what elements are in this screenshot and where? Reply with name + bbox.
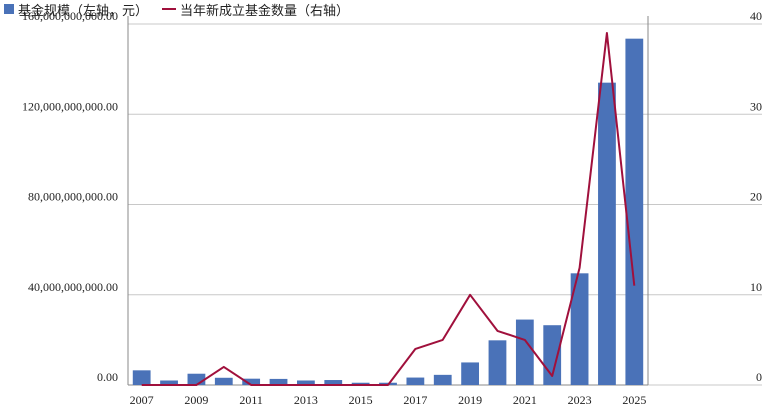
bar-2013 (297, 380, 315, 385)
y-left-tick-label-3: 120,000,000,000.00 (22, 99, 118, 113)
y-left-tick-label-1: 40,000,000,000.00 (28, 280, 118, 294)
bar-2011 (242, 378, 261, 385)
bar-2021 (515, 319, 534, 385)
y-right-tick-label-2: 20 (750, 190, 762, 204)
x-tick-label-2011: 2011 (239, 393, 263, 407)
bar-2017 (406, 377, 425, 385)
legend-item-line: 当年新成立基金数量（右轴） (162, 0, 349, 19)
y-left-tick-label-4: 160,000,000,000.00 (22, 9, 118, 23)
x-tick-label-2017: 2017 (403, 393, 427, 407)
legend-bar-swatch (4, 4, 14, 14)
bar-2018 (433, 374, 452, 385)
x-tick-label-2025: 2025 (622, 393, 646, 407)
x-tick-label-2009: 2009 (184, 393, 208, 407)
y-right-tick-label-1: 10 (750, 280, 762, 294)
bar-2009 (187, 373, 206, 385)
bar-2008 (160, 380, 178, 385)
x-tick-label-2021: 2021 (513, 393, 537, 407)
legend-item-bar: 基金规模（左轴，元） (4, 0, 148, 19)
chart-legend: 基金规模（左轴，元） 当年新成立基金数量（右轴） (4, 0, 349, 19)
legend-line-label: 当年新成立基金数量（右轴） (180, 3, 350, 19)
legend-line-swatch (162, 8, 177, 10)
y-right-tick-label-3: 30 (750, 99, 762, 113)
bar-2012 (269, 378, 288, 385)
bar-2024 (598, 82, 616, 385)
y-right-tick-label-0: 0 (756, 370, 762, 384)
bar-2023 (570, 273, 589, 385)
bar-2020 (488, 340, 507, 385)
line-series-new-funds (141, 32, 636, 386)
bar-2019 (461, 362, 479, 385)
x-tick-label-2019: 2019 (458, 393, 482, 407)
bar-2007 (132, 370, 151, 385)
y-left-tick-label-0: 0.00 (97, 370, 118, 384)
x-tick-label-2007: 2007 (130, 393, 154, 407)
bar-2010 (214, 377, 233, 385)
x-tick-label-2013: 2013 (294, 393, 318, 407)
legend-bar-label: 基金规模（左轴，元） (18, 3, 149, 19)
y-right-tick-label-4: 40 (750, 9, 762, 23)
x-tick-label-2023: 2023 (568, 393, 592, 407)
bar-2015 (351, 382, 370, 385)
y-left-tick-label-2: 80,000,000,000.00 (28, 190, 118, 204)
x-tick-label-2015: 2015 (349, 393, 373, 407)
bar-2014 (324, 380, 343, 385)
bar-2025 (625, 38, 644, 386)
